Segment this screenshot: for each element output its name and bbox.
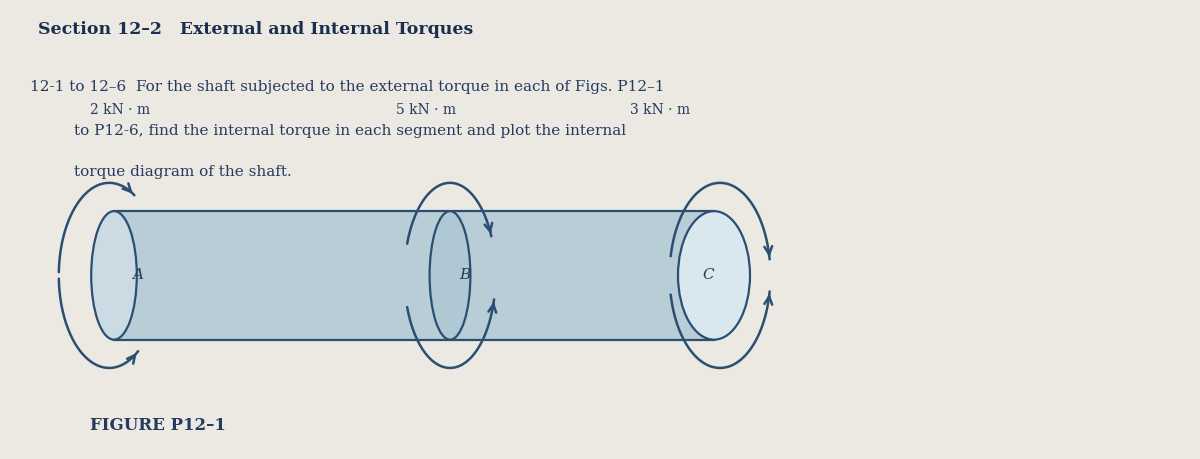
Text: torque diagram of the shaft.: torque diagram of the shaft. [74,165,292,179]
Text: to P12-6, find the internal torque in each segment and plot the internal: to P12-6, find the internal torque in ea… [74,124,626,138]
Text: 2 kN · m: 2 kN · m [90,103,150,117]
Text: 5 kN · m: 5 kN · m [396,103,456,117]
Text: B: B [458,269,470,282]
Text: 12-1 to 12–6  For the shaft subjected to the external torque in each of Figs. P1: 12-1 to 12–6 For the shaft subjected to … [30,80,665,95]
Text: FIGURE P12–1: FIGURE P12–1 [90,417,226,434]
Ellipse shape [91,211,137,340]
Text: A: A [132,269,144,282]
Text: C: C [702,269,714,282]
Text: 3 kN · m: 3 kN · m [630,103,690,117]
Ellipse shape [430,211,470,340]
Text: Section 12–2   External and Internal Torques: Section 12–2 External and Internal Torqu… [38,21,474,38]
Bar [114,211,714,340]
Ellipse shape [678,211,750,340]
